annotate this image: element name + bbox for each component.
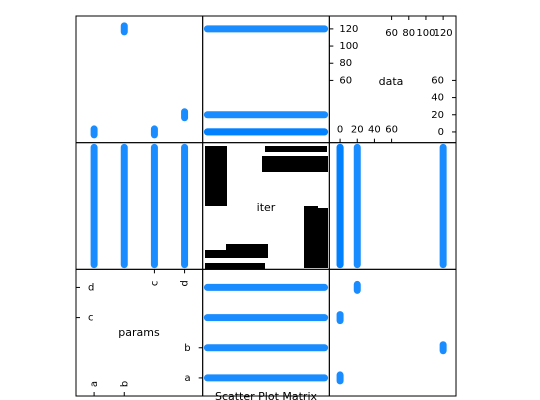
variable-label: params [118, 326, 160, 339]
x-tick-label: b [119, 381, 130, 387]
x-tick-label: 100 [416, 28, 435, 39]
x-tick-label: d [180, 280, 191, 286]
clutter [304, 206, 318, 268]
clutter [205, 250, 229, 258]
y-tick-label: b [184, 343, 190, 354]
x-tick-label: 120 [434, 28, 453, 39]
x-tick-label: 80 [402, 28, 415, 39]
x-tick-label: a [89, 381, 100, 387]
y-tick-label: 60 [431, 75, 444, 86]
x-tick-label: 40 [368, 125, 381, 136]
x-tick-label: 0 [337, 125, 343, 136]
panel-frame [328, 268, 457, 397]
clutter [262, 156, 328, 172]
clutter [318, 208, 328, 268]
panel-frame [202, 15, 330, 144]
variable-label: iter [257, 201, 276, 214]
chart-title: Scatter Plot Matrix [215, 390, 318, 400]
y-tick-label: 120 [339, 24, 358, 35]
clutter [205, 263, 265, 269]
y-tick-label: 20 [431, 110, 444, 121]
panel-frame [75, 15, 204, 144]
x-tick-label: 60 [385, 28, 398, 39]
x-tick-label: 60 [385, 125, 398, 136]
y-tick-label: a [185, 373, 191, 384]
y-tick-label: 60 [339, 75, 352, 86]
y-tick-label: 0 [438, 127, 444, 138]
y-tick-label: c [88, 313, 94, 324]
clutter [205, 146, 227, 206]
x-tick-label: 20 [351, 125, 364, 136]
clutter [265, 146, 327, 152]
y-tick-label: 40 [431, 93, 444, 104]
x-tick-label: c [149, 281, 160, 287]
y-tick-label: 100 [339, 41, 358, 52]
panel-frame [328, 142, 457, 270]
iter-label-clutter [205, 146, 328, 269]
y-tick-label: d [88, 282, 94, 293]
y-tick-label: 80 [339, 58, 352, 69]
clutter [226, 244, 268, 258]
variable-label: data [379, 75, 404, 88]
